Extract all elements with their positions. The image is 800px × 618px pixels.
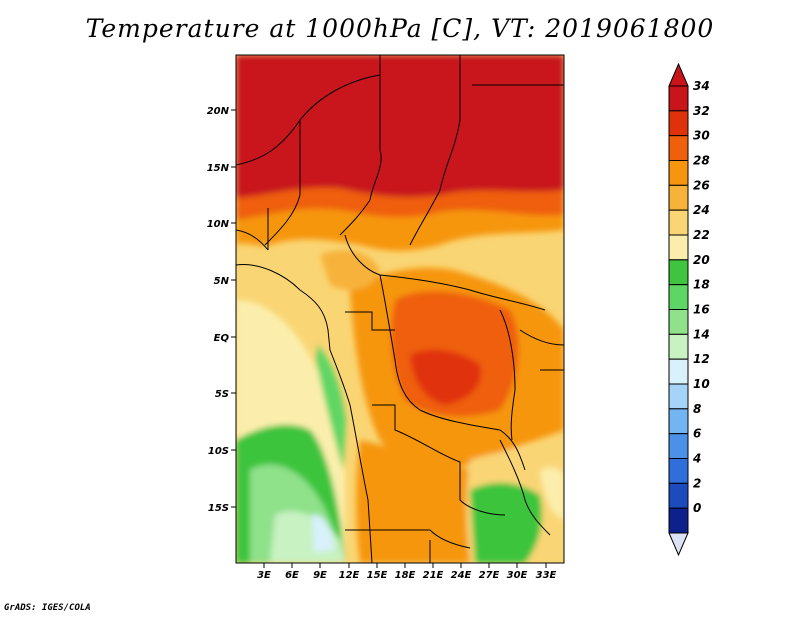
svg-text:3E: 3E (257, 570, 271, 581)
colorbar-label: 32 (693, 104, 710, 118)
svg-text:18E: 18E (395, 570, 416, 581)
svg-text:5S: 5S (215, 389, 229, 400)
grads-credit: GrADS: IGES/COLA (4, 603, 91, 613)
lat-tick-5s: 5S (215, 389, 236, 400)
colorbar-swatch (668, 184, 689, 211)
svg-text:15S: 15S (208, 503, 229, 514)
colorbar-bottom-arrow (668, 532, 689, 557)
colorbar-swatch (668, 408, 689, 435)
colorbar-label: 4 (692, 452, 701, 466)
colorbar-swatch (668, 383, 689, 410)
colorbar-label: 18 (693, 278, 710, 292)
svg-text:20N: 20N (207, 106, 230, 117)
lon-tick-27e: 27E (479, 563, 500, 581)
country-borders (236, 55, 564, 563)
colorbar-swatch (668, 309, 689, 335)
lat-tick-5n: 5N (214, 276, 236, 287)
svg-text:EQ: EQ (214, 333, 230, 344)
colorbar-label: 34 (693, 79, 710, 93)
map-frame (235, 54, 565, 564)
lat-tick-eq: EQ (214, 333, 236, 344)
colorbar-swatch (668, 482, 689, 509)
svg-text:10S: 10S (208, 446, 229, 457)
colorbar-swatch (668, 333, 689, 360)
colorbar-swatch (668, 85, 689, 112)
colorbar-swatch (668, 234, 689, 261)
colorbar-swatch (668, 458, 689, 484)
svg-text:10N: 10N (207, 219, 230, 230)
lon-tick-15e: 15E (367, 563, 388, 581)
colorbar-label: 24 (693, 203, 710, 217)
colorbar-label: 6 (693, 427, 701, 441)
svg-text:6E: 6E (285, 570, 299, 581)
longitude-axis: 3E 6E 9E 12E 15E 18E 21E 24E 27E 30E 33E (257, 563, 557, 581)
colorbar-label: 22 (693, 228, 710, 242)
colorbar-swatch (668, 209, 689, 236)
lon-tick-9e: 9E (313, 563, 327, 581)
svg-text:15N: 15N (207, 163, 230, 174)
colorbar-swatch (668, 259, 689, 286)
colorbar-label: 0 (693, 501, 701, 515)
colorbar-swatch (668, 135, 689, 162)
colorbar-label: 20 (693, 253, 710, 267)
colorbar-label: 2 (693, 476, 701, 490)
svg-text:27E: 27E (479, 570, 500, 581)
lon-tick-24e: 24E (451, 563, 472, 581)
colorbar-top-arrow (668, 62, 689, 87)
colorbar-label: 28 (693, 154, 710, 168)
lat-tick-10n: 10N (207, 219, 236, 230)
colorbar-swatch (668, 358, 689, 385)
colorbar-swatch (668, 160, 689, 186)
colorbar-swatch (668, 284, 689, 310)
lat-tick-15n: 15N (207, 163, 236, 174)
colorbar-label: 12 (693, 352, 710, 366)
latitude-axis: 20N 15N 10N 5N EQ 5S 10S 15S (207, 106, 236, 514)
colorbar-label: 30 (693, 129, 710, 143)
colorbar-swatch (668, 110, 689, 137)
map-title: Temperature at 1000hPa [C], VT: 20190618… (85, 14, 715, 43)
svg-text:5N: 5N (214, 276, 230, 287)
temperature-field (236, 55, 564, 563)
lon-tick-12e: 12E (339, 563, 360, 581)
colorbar-swatch (668, 507, 689, 534)
lon-tick-30e: 30E (507, 563, 528, 581)
lon-tick-21e: 21E (423, 563, 444, 581)
svg-text:21E: 21E (423, 570, 444, 581)
lat-tick-10s: 10S (208, 446, 236, 457)
lat-tick-15s: 15S (208, 503, 236, 514)
svg-text:24E: 24E (451, 570, 472, 581)
colorbar-label: 10 (693, 377, 710, 391)
colorbar-label: 8 (693, 402, 701, 416)
svg-text:9E: 9E (313, 570, 327, 581)
colorbar-label: 14 (693, 327, 710, 341)
lat-tick-20n: 20N (207, 106, 236, 117)
svg-text:12E: 12E (339, 570, 360, 581)
lon-tick-18e: 18E (395, 563, 416, 581)
svg-text:30E: 30E (507, 570, 528, 581)
svg-text:15E: 15E (367, 570, 388, 581)
colorbar-label: 26 (693, 178, 710, 192)
colorbar-swatch (668, 433, 689, 459)
lon-tick-3e: 3E (257, 563, 271, 581)
lon-tick-33e: 33E (536, 563, 557, 581)
svg-text:33E: 33E (536, 570, 557, 581)
lon-tick-6e: 6E (285, 563, 299, 581)
colorbar-label: 16 (693, 303, 710, 317)
